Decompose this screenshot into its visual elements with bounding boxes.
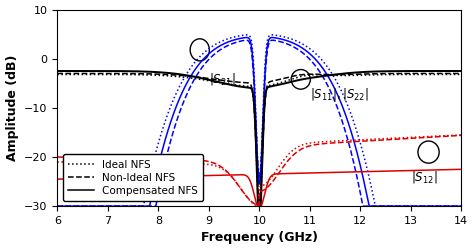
Legend: Ideal NFS, Non-Ideal NFS, Compensated NFS: Ideal NFS, Non-Ideal NFS, Compensated NF… [63,154,203,201]
Text: $|S_{11}|, |S_{22}|$: $|S_{11}|, |S_{22}|$ [310,86,369,102]
Y-axis label: Amplitude (dB): Amplitude (dB) [6,55,18,161]
X-axis label: Frequency (GHz): Frequency (GHz) [201,232,318,244]
Text: $|S_{12}|$: $|S_{12}|$ [411,169,438,185]
Text: $|S_{21}|$: $|S_{21}|$ [209,71,236,87]
